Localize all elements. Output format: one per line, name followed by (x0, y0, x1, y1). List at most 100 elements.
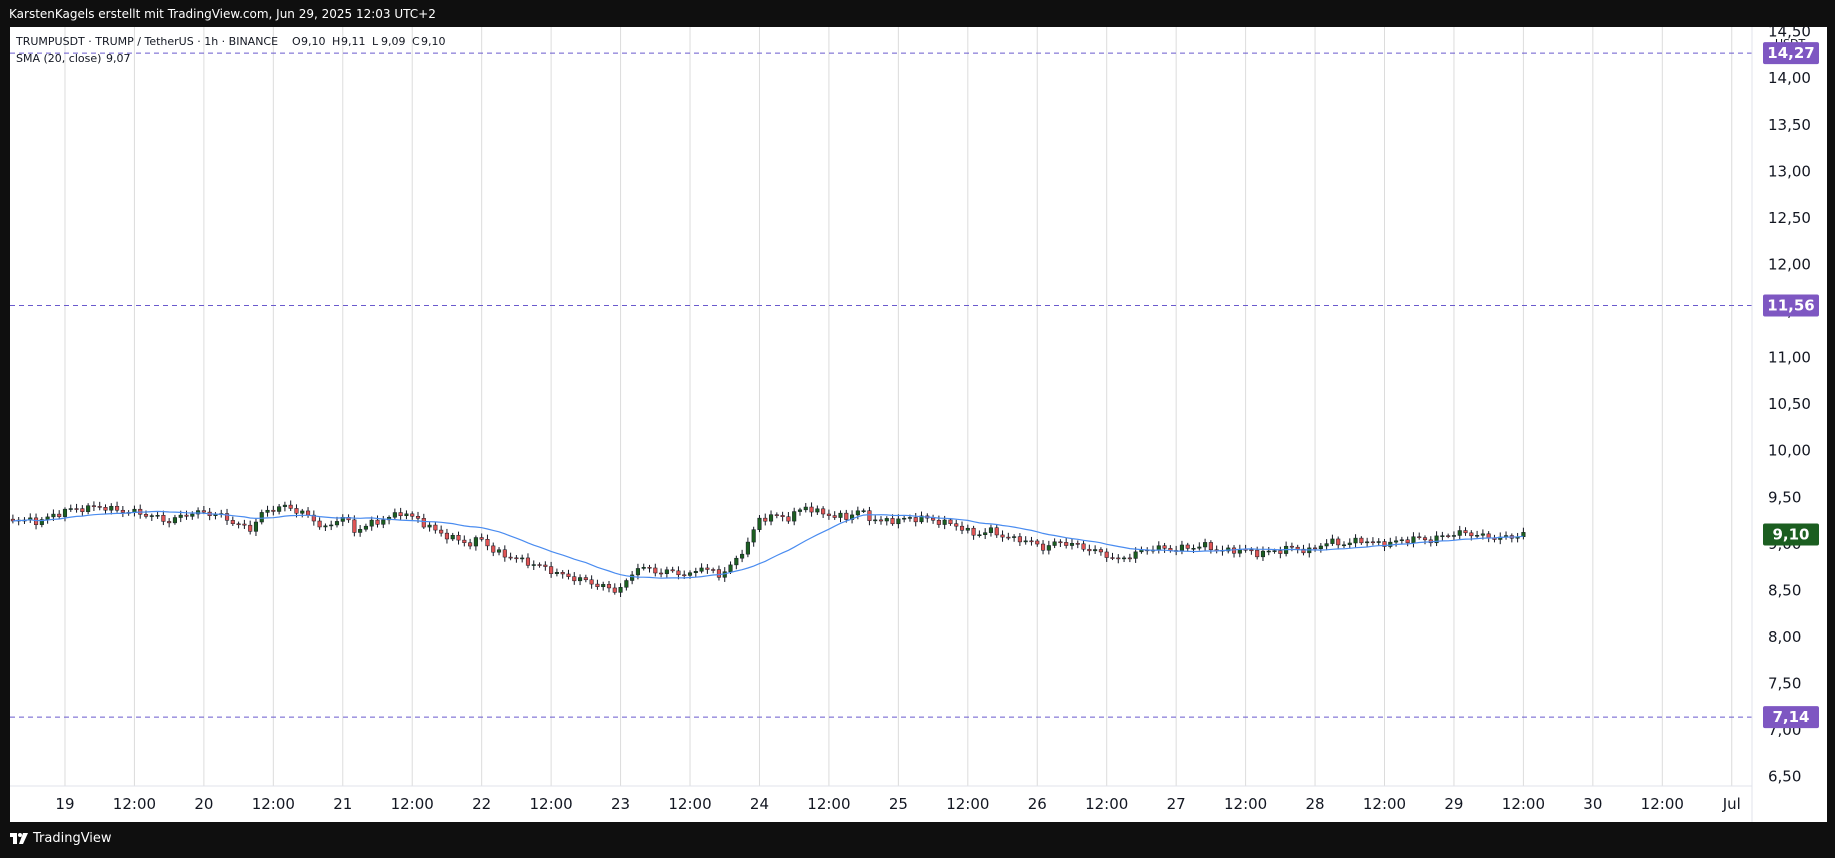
candle-body (271, 509, 276, 512)
candle-body (965, 527, 970, 531)
candle-body (1382, 541, 1387, 547)
candle-body (51, 513, 56, 518)
candle-body (1029, 540, 1034, 543)
price-tick-label: 9,50 (1768, 488, 1801, 506)
candle-body (1446, 535, 1451, 537)
candle-body (502, 549, 507, 558)
candle-body (109, 505, 114, 511)
tradingview-logo-icon (10, 833, 28, 844)
candle-body (143, 514, 149, 517)
candle-body (74, 508, 79, 510)
candle-body (62, 508, 68, 517)
tradingview-logo[interactable]: TradingView (10, 831, 112, 846)
candle-body (1116, 557, 1121, 560)
time-tick-label: 24 (750, 795, 769, 813)
candle-body (676, 570, 681, 576)
sma-line (12, 510, 1524, 579)
candle-body (352, 519, 357, 533)
candle-body (844, 512, 849, 520)
candle-body (277, 506, 282, 512)
candle-body (572, 576, 577, 582)
candle-body (1203, 542, 1208, 548)
candle-body (531, 564, 536, 566)
candle-body (890, 518, 895, 525)
candle-body (1422, 537, 1428, 541)
price-tick-label: 14,50 (1768, 27, 1811, 41)
candle-body (1370, 541, 1375, 544)
candle-body (867, 510, 872, 521)
candle-body (537, 564, 542, 566)
candle-body (97, 506, 102, 508)
candle-body (398, 512, 403, 517)
candle-body (560, 572, 565, 575)
candle-body (479, 537, 484, 540)
candle-body (167, 521, 172, 524)
chart-background (10, 27, 1827, 822)
ohlc-value: 9,11 (341, 35, 366, 48)
candle-body (630, 574, 635, 581)
candle-body (931, 517, 936, 521)
candle-body (745, 541, 750, 555)
time-axis[interactable]: 19 12:00 20 12:00 21 12:00 22 12:00 23 12:00 24 12:… (55, 795, 1740, 813)
candle-body (1475, 535, 1480, 537)
candle-body (1318, 545, 1323, 550)
candle-body (485, 539, 490, 547)
candle-body (120, 509, 125, 513)
candle-body (855, 510, 860, 516)
candle-body (491, 545, 496, 553)
candle-body (1457, 530, 1462, 536)
candle-body (1463, 530, 1468, 534)
time-tick-label: 21 (333, 795, 352, 813)
candle-body (641, 566, 646, 569)
level-badge: 7,14 (1772, 708, 1809, 726)
ohlc-key: C (412, 35, 420, 48)
price-tick-label: 8,00 (1768, 628, 1801, 646)
level-badge-bg (1763, 706, 1819, 729)
candle-body (907, 517, 912, 519)
time-tick-label: 12:00 (668, 795, 711, 813)
candle-body (1023, 540, 1028, 543)
last-price-badge: 9,10 (1772, 526, 1809, 544)
candle-body (797, 509, 803, 512)
candle-body (323, 525, 328, 528)
price-tick-label: 11,00 (1768, 349, 1811, 367)
candle-body (520, 557, 525, 560)
candle-body (1417, 536, 1422, 538)
candle-body (1295, 546, 1300, 550)
level-badge: 14,27 (1767, 44, 1814, 62)
candle-body (1058, 541, 1063, 544)
candle-body (39, 519, 44, 525)
candle-body (578, 577, 583, 582)
candle-body (612, 587, 617, 593)
candle-body (1324, 543, 1329, 547)
time-tick-label: 12:00 (113, 795, 156, 813)
candle-body (230, 520, 235, 525)
candle-body (1249, 549, 1254, 552)
candle-body (300, 510, 305, 514)
price-tick-label: 14,00 (1768, 69, 1811, 87)
candle-body (282, 504, 287, 507)
candle-body (306, 510, 311, 516)
candle-body (740, 553, 745, 559)
candle-body (1341, 544, 1347, 547)
candle-body (1411, 536, 1416, 544)
candle-body (473, 537, 478, 547)
candle-body (201, 510, 206, 513)
candle-body (392, 512, 397, 518)
candle-body (242, 523, 247, 526)
candle-body (1110, 557, 1115, 559)
candle-body (1052, 541, 1057, 546)
candle-body (1208, 542, 1213, 550)
candle-body (948, 519, 953, 524)
candle-body (224, 513, 230, 521)
candle-body (1289, 545, 1294, 548)
candle-body (86, 505, 91, 512)
candle-body (1330, 538, 1335, 544)
price-chart[interactable]: 6,507,007,508,008,509,009,5010,0010,5011… (10, 27, 1827, 822)
candle-body (1191, 548, 1196, 550)
candle-body (687, 572, 693, 576)
candle-body (624, 580, 629, 588)
price-tick-label: 6,50 (1768, 768, 1801, 786)
candle-body (977, 534, 982, 536)
time-tick-label: 19 (55, 795, 74, 813)
